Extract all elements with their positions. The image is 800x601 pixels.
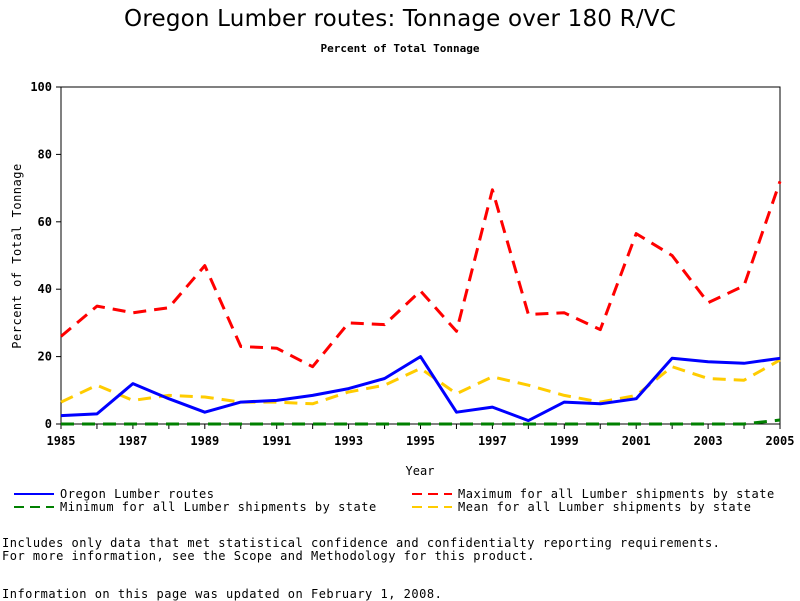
chart-title: Oregon Lumber routes: Tonnage over 180 R…	[124, 6, 676, 32]
series-line-0	[60, 355, 781, 423]
x-tick-label: 1999	[550, 434, 579, 448]
x-axis-label: Year	[406, 464, 435, 478]
y-tick-label: 0	[45, 417, 52, 431]
x-tick-label: 2005	[766, 434, 795, 448]
legend-label-1: Maximum for all Lumber shipments by stat…	[458, 487, 775, 501]
x-tick-label: 1991	[262, 434, 291, 448]
x-tick-label: 1985	[47, 434, 76, 448]
x-tick-label: 1987	[118, 434, 147, 448]
legend: Oregon Lumber routes Maximum for all Lumb…	[14, 487, 775, 514]
x-tick-label: 1997	[478, 434, 507, 448]
legend-label-3: Mean for all Lumber shipments by state	[458, 500, 752, 514]
series-line-3	[60, 358, 781, 406]
y-tick-label: 60	[38, 215, 52, 229]
footnote-updated: Information on this page was updated on …	[2, 587, 443, 601]
y-tick-label: 20	[38, 350, 52, 364]
footnote-methodology: For more information, see the Scope and …	[2, 549, 535, 563]
y-tick-label: 80	[38, 147, 52, 161]
x-tick-label: 1989	[190, 434, 219, 448]
series-line-2	[61, 418, 781, 426]
footnote-confidence: Includes only data that met statistical …	[2, 536, 721, 550]
legend-label-2: Minimum for all Lumber shipments by stat…	[60, 500, 377, 514]
x-tick-label: 1995	[406, 434, 435, 448]
x-tick-label: 2001	[622, 434, 651, 448]
x-tick-label: 1993	[334, 434, 363, 448]
y-tick-label: 40	[38, 282, 52, 296]
chart-subtitle: Percent of Total Tonnage	[320, 42, 480, 55]
legend-label-0: Oregon Lumber routes	[60, 487, 215, 501]
series-line-1	[60, 180, 782, 369]
y-tick-label: 100	[30, 80, 52, 94]
y-axis-label: Percent of Total Tonnage	[10, 163, 24, 348]
x-tick-label: 2003	[694, 434, 723, 448]
